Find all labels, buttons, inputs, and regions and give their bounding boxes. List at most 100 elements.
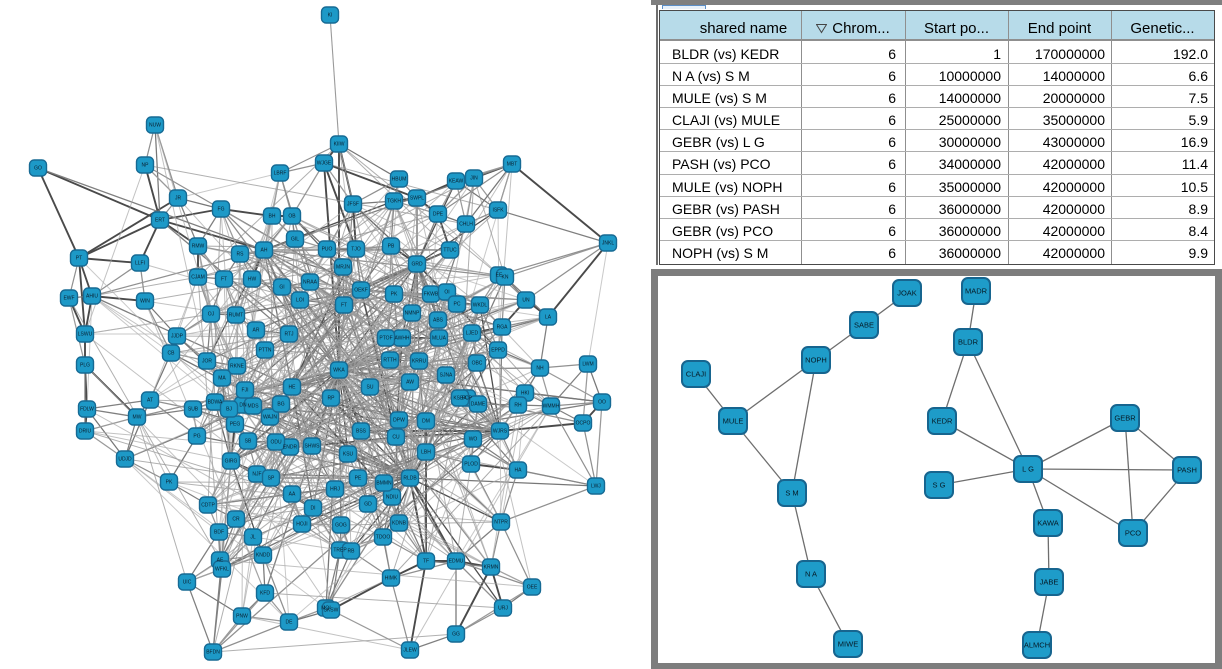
svg-text:L G: L G <box>1022 465 1034 474</box>
svg-text:CU: CU <box>392 435 400 441</box>
svg-text:ENDR: ENDR <box>283 445 298 451</box>
svg-text:HRJ: HRJ <box>330 487 340 493</box>
svg-text:DAME: DAME <box>471 402 486 408</box>
svg-text:MDS: MDS <box>247 404 259 410</box>
svg-text:LOI: LOI <box>296 298 304 304</box>
svg-text:PE: PE <box>355 476 362 482</box>
svg-text:SABE: SABE <box>854 321 874 330</box>
svg-text:PEG: PEG <box>230 422 241 428</box>
svg-text:NRAA: NRAA <box>303 280 318 286</box>
svg-text:UDJD: UDJD <box>118 457 132 463</box>
svg-text:WJGE: WJGE <box>317 161 332 167</box>
svg-text:ALMCH: ALMCH <box>1024 641 1050 650</box>
svg-text:PLOD: PLOD <box>464 462 478 468</box>
svg-text:RLDB: RLDB <box>403 476 417 482</box>
svg-text:ODU: ODU <box>270 440 282 446</box>
svg-text:GEBR: GEBR <box>1114 414 1136 423</box>
svg-text:NUW: NUW <box>149 123 161 129</box>
svg-text:RTTH: RTTH <box>383 358 397 364</box>
svg-text:GRD: GRD <box>411 262 423 268</box>
svg-text:JOR: JOR <box>202 359 212 365</box>
svg-text:NOPH: NOPH <box>805 356 827 365</box>
svg-text:SWPL: SWPL <box>410 196 424 202</box>
svg-text:NH: NH <box>536 366 544 372</box>
svg-text:WO: WO <box>469 437 478 443</box>
svg-text:FCP: FCP <box>462 396 473 402</box>
svg-text:KSBA: KSBA <box>453 396 467 402</box>
svg-text:KAWA: KAWA <box>1037 519 1059 528</box>
svg-text:EE: EE <box>496 273 503 279</box>
svg-text:GIL: GIL <box>291 237 299 243</box>
svg-text:OCPO: OCPO <box>576 421 591 427</box>
svg-text:OEE: OEE <box>527 585 538 591</box>
svg-text:CB: CB <box>168 351 176 357</box>
svg-text:TJO: TJO <box>351 247 361 253</box>
svg-text:MIWE: MIWE <box>838 640 858 649</box>
svg-text:LLFI: LLFI <box>135 261 145 267</box>
svg-text:KRMN: KRMN <box>484 565 499 571</box>
svg-text:HA: HA <box>515 468 523 474</box>
svg-text:JNKL: JNKL <box>602 241 614 247</box>
svg-text:LA: LA <box>545 315 552 321</box>
svg-text:KNDD: KNDD <box>256 553 271 559</box>
svg-text:RGA: RGA <box>497 325 509 331</box>
svg-text:SP: SP <box>268 476 275 482</box>
svg-text:JJDP: JJDP <box>171 334 184 340</box>
svg-text:AA: AA <box>289 492 296 498</box>
svg-text:RH: RH <box>514 403 522 409</box>
svg-text:DE: DE <box>286 620 294 626</box>
svg-text:NTPR: NTPR <box>494 520 508 526</box>
svg-text:GI: GI <box>279 285 284 291</box>
svg-text:PK: PK <box>166 480 173 486</box>
svg-text:BJ: BJ <box>226 407 232 413</box>
svg-text:PNW: PNW <box>236 614 248 620</box>
svg-text:SJNA: SJNA <box>440 373 453 379</box>
svg-text:OBC: OBC <box>472 361 483 367</box>
svg-text:PC: PC <box>454 302 461 308</box>
svg-text:BDF: BDF <box>214 530 224 536</box>
svg-text:WJRS: WJRS <box>493 429 508 435</box>
svg-text:ERT: ERT <box>155 218 165 224</box>
svg-text:URJ: URJ <box>498 606 508 612</box>
svg-text:JL: JL <box>250 535 256 541</box>
svg-text:ISFK: ISFK <box>492 208 504 214</box>
svg-text:HOJI: HOJI <box>296 522 307 528</box>
svg-text:OEKF: OEKF <box>354 288 368 294</box>
svg-text:JIN: JIN <box>470 176 478 182</box>
svg-text:EDMU: EDMU <box>449 559 464 565</box>
svg-text:MLUA: MLUA <box>432 336 447 342</box>
svg-text:BFDN: BFDN <box>206 650 220 656</box>
svg-text:PCO: PCO <box>1125 529 1141 538</box>
svg-text:LBH: LBH <box>421 450 431 456</box>
svg-text:JR: JR <box>175 196 182 202</box>
svg-text:NP: NP <box>142 163 150 169</box>
svg-text:WKDL: WKDL <box>473 303 488 309</box>
svg-text:DPW: DPW <box>393 418 405 424</box>
svg-text:FT: FT <box>221 277 227 283</box>
svg-text:RP: RP <box>328 396 336 402</box>
svg-text:TGKH: TGKH <box>387 199 401 205</box>
svg-text:NJF: NJF <box>252 472 261 478</box>
svg-text:JFSF: JFSF <box>347 202 359 208</box>
svg-text:HKI: HKI <box>521 391 529 397</box>
svg-text:GD: GD <box>364 502 372 508</box>
svg-text:PTOF: PTOF <box>379 336 392 342</box>
svg-text:GO: GO <box>34 166 42 172</box>
svg-text:HW: HW <box>248 277 257 283</box>
svg-text:CHLH: CHLH <box>459 222 473 228</box>
svg-text:WAJN: WAJN <box>263 415 277 421</box>
svg-text:KIIW: KIIW <box>334 142 345 148</box>
svg-text:PLG: PLG <box>80 363 90 369</box>
svg-text:PK: PK <box>391 292 398 298</box>
svg-text:MRJN: MRJN <box>336 265 350 271</box>
svg-text:DI: DI <box>311 506 316 512</box>
svg-text:CLAJI: CLAJI <box>686 370 706 379</box>
svg-text:RTJ: RTJ <box>284 332 294 338</box>
svg-text:KN: KN <box>502 275 509 281</box>
svg-text:CDTP: CDTP <box>201 503 215 509</box>
svg-text:GIRG: GIRG <box>225 459 238 465</box>
svg-text:KDNB: KDNB <box>392 521 407 527</box>
svg-text:RMW: RMW <box>192 244 205 250</box>
svg-text:JOAK: JOAK <box>897 289 917 298</box>
svg-text:UN: UN <box>522 298 530 304</box>
